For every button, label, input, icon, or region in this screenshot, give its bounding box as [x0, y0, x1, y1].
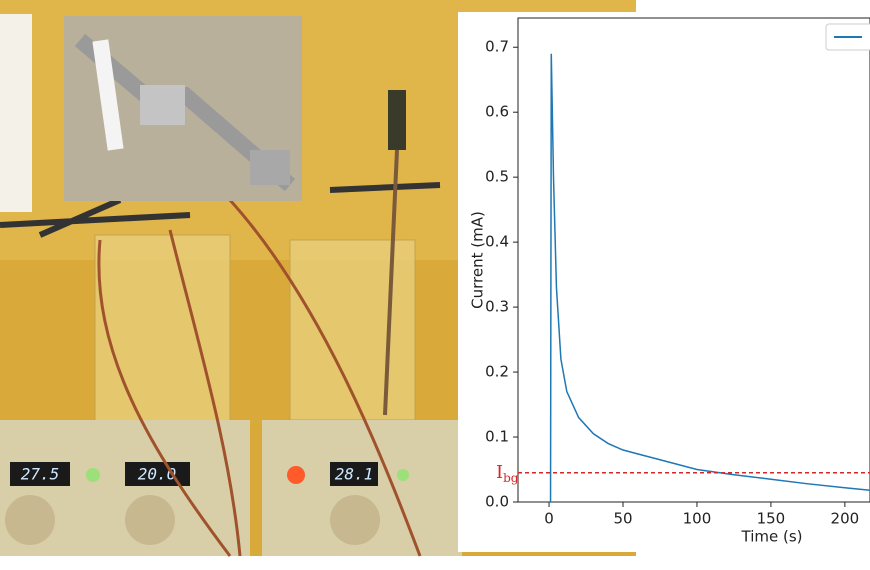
x-tick-label: 200: [831, 510, 860, 528]
data-line: [549, 53, 870, 503]
y-tick-label: 0.4: [485, 233, 509, 251]
x-axis-label: Time (s): [741, 528, 803, 546]
annotation-subscript: bg: [503, 470, 519, 484]
display: 27.5: [21, 465, 60, 484]
chart-panel: [458, 12, 870, 552]
plot: 0.0 0.1 0.2 0.3 0.4 0.5 0.6 0.7 0 50 100 150 200 Time…: [469, 17, 870, 546]
y-axis-label: Current (mA): [469, 211, 487, 309]
y-tick-label: 0.6: [485, 103, 509, 121]
x-tick-label: 0: [544, 510, 554, 528]
y-tick-label: 0.1: [485, 428, 509, 446]
y-tick-label: 0.7: [485, 38, 509, 56]
y-tick-label: 0.5: [485, 168, 509, 186]
y-tick-label: 0.3: [485, 298, 509, 316]
annotation-text: I: [496, 462, 503, 483]
x-tick-label: 100: [683, 510, 712, 528]
x-tick-label: 50: [613, 510, 632, 528]
display: 28.1: [335, 465, 374, 484]
background-label: Ibg: [496, 462, 519, 485]
y-tick-label: 0.2: [485, 363, 509, 381]
y-tick-label: 0.0: [485, 493, 509, 511]
plot-area: [517, 17, 870, 503]
display: 20.0: [138, 465, 177, 484]
x-tick-label: 150: [757, 510, 786, 528]
